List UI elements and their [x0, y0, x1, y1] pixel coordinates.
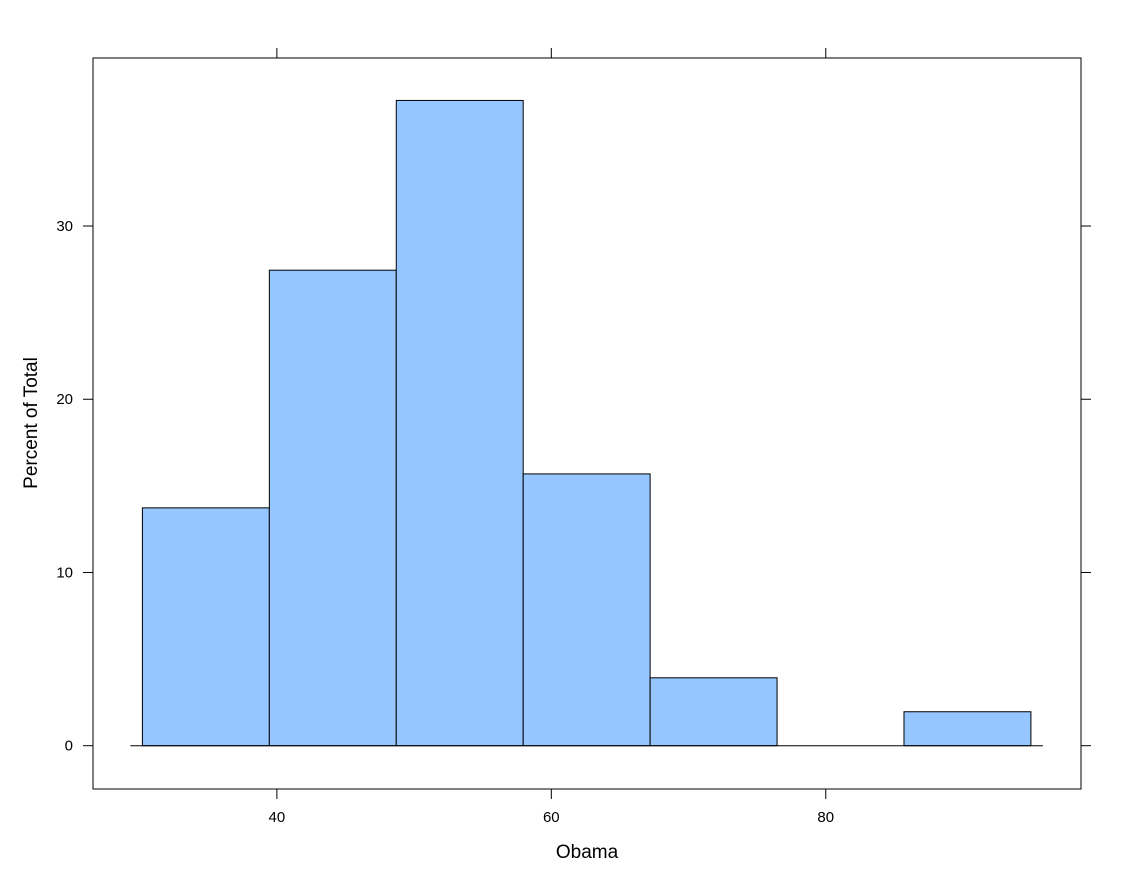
y-tick-label-30: 30: [56, 218, 73, 235]
x-axis-title: Obama: [556, 842, 619, 863]
histogram-bar-3: [395, 99, 524, 747]
x-tick-label-40: 40: [269, 809, 286, 826]
y-axis-title: Percent of Total: [21, 357, 42, 489]
histogram-bar-2: [268, 269, 397, 747]
histogram-bars: [141, 99, 1032, 747]
y-tick-label-10: 10: [56, 564, 73, 581]
x-tick-label-80: 80: [817, 809, 834, 826]
y-tick-label-0: 0: [65, 738, 73, 755]
y-tick-label-20: 20: [56, 391, 73, 408]
plot-frame: [92, 57, 1082, 790]
x-tick-label-60: 60: [543, 809, 560, 826]
y-axis-ticks: 0 10 20 30: [56, 218, 1091, 755]
x-axis-ticks: 40 60 80: [269, 48, 834, 826]
histogram-bar-5: [649, 677, 778, 747]
histogram-bar-7: [903, 711, 1032, 747]
histogram-bar-4: [522, 473, 651, 747]
histogram-bar-1: [141, 507, 270, 747]
